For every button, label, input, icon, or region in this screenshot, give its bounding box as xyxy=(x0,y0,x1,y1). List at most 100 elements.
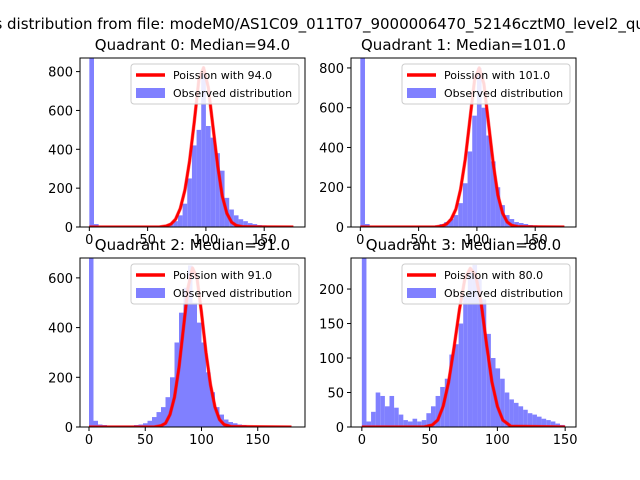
y-tick-label: 200 xyxy=(48,371,73,386)
histogram-bar xyxy=(472,264,478,427)
histogram-bar xyxy=(481,299,487,427)
y-tick-label: 200 xyxy=(319,283,344,298)
x-tick-label: 150 xyxy=(523,233,548,248)
subplot-title: Quadrant 3: Median=80.0 xyxy=(366,236,561,254)
subplot-title: Quadrant 2: Median=91.0 xyxy=(95,236,290,254)
histogram-bar xyxy=(472,115,477,227)
histogram-bar xyxy=(417,421,422,427)
subplot-title: Quadrant 0: Median=94.0 xyxy=(95,36,290,54)
histogram-bar xyxy=(384,406,390,427)
histogram-bar xyxy=(233,215,239,227)
histogram-bar xyxy=(197,322,202,427)
histogram-bar xyxy=(161,407,166,427)
histogram-bar xyxy=(229,209,234,227)
legend-label-poisson: Poission with 91.0 xyxy=(173,269,272,282)
histogram-bar xyxy=(201,71,206,227)
histogram-bar xyxy=(467,271,473,427)
x-tick-label: 0 xyxy=(85,433,93,448)
x-tick-label: 50 xyxy=(137,433,154,448)
histogram-bar xyxy=(183,287,188,427)
subplot-quadrant-2: 0 50 100 150 0 200 400 600 Quadrant 2: Median=91… xyxy=(48,236,306,448)
histogram-bar xyxy=(243,221,248,227)
histogram-bar xyxy=(463,295,468,427)
y-tick-label: 50 xyxy=(327,387,344,402)
histogram-bar xyxy=(89,258,94,427)
axes-frame xyxy=(79,57,306,228)
y-tick-label: 800 xyxy=(319,62,344,77)
histogram-bar xyxy=(467,151,473,227)
histogram-bar xyxy=(360,58,365,227)
x-tick-label: 0 xyxy=(356,233,364,248)
histogram-bar xyxy=(546,420,551,427)
histogram-bar xyxy=(187,178,192,227)
histogram-bar xyxy=(495,368,501,427)
histogram-bar xyxy=(182,203,188,227)
histogram-bar xyxy=(228,422,233,427)
histogram-bar xyxy=(179,312,184,427)
histogram-bar xyxy=(536,416,542,427)
histogram-bar xyxy=(504,392,510,427)
histogram-bar xyxy=(509,219,515,227)
histogram-bar xyxy=(173,221,178,227)
x-tick-label: 100 xyxy=(193,233,218,248)
histogram-bar xyxy=(518,406,524,427)
histogram-bar xyxy=(453,215,459,227)
y-tick-label: 600 xyxy=(319,102,344,117)
histogram-bar xyxy=(210,137,216,227)
y-tick-label: 400 xyxy=(319,141,344,156)
x-tick-label: 100 xyxy=(189,433,214,448)
histogram-bar xyxy=(188,265,193,427)
histogram-bar xyxy=(205,125,211,227)
y-tick-label: 800 xyxy=(48,66,73,81)
histogram-bar xyxy=(495,187,501,227)
histogram-bar xyxy=(201,342,206,427)
histogram-bar xyxy=(454,344,459,427)
histogram-bar xyxy=(224,419,229,427)
histogram-bar xyxy=(486,333,491,427)
y-tick-label: 150 xyxy=(319,318,344,333)
x-tick-label: 100 xyxy=(464,233,489,248)
x-tick-label: 100 xyxy=(485,433,510,448)
legend-label-poisson: Poission with 80.0 xyxy=(444,269,543,282)
legend-box xyxy=(130,63,300,105)
subplot-quadrant-3: 0 50 100 150 0 50 100 150 200 Quadrant 3: Median=… xyxy=(319,236,577,448)
subplot-quadrant-0: 0 50 100 150 0 200 400 600 800 Quadrant 0: Median… xyxy=(48,36,306,248)
histogram-bar xyxy=(380,395,385,427)
histogram-bar xyxy=(394,407,399,427)
histogram-bar xyxy=(541,418,547,427)
histogram-bar xyxy=(430,406,436,427)
histogram-bar xyxy=(412,418,418,427)
y-tick-label: 100 xyxy=(319,352,344,367)
histogram-bar xyxy=(449,354,455,427)
histogram-bar xyxy=(490,161,496,227)
histogram-bar xyxy=(192,302,197,427)
y-tick-label: 200 xyxy=(319,181,344,196)
y-tick-label: 0 xyxy=(65,421,73,436)
legend-bar-swatch xyxy=(136,288,165,298)
histogram-bar xyxy=(462,183,468,227)
histogram-bar xyxy=(523,409,528,427)
histogram-bar xyxy=(421,420,427,427)
histogram-bar xyxy=(444,378,450,427)
histogram-bar xyxy=(398,414,404,427)
histogram-bar xyxy=(509,399,514,427)
y-tick-label: 400 xyxy=(48,143,73,158)
legend-box xyxy=(401,263,571,305)
x-tick-label: 150 xyxy=(252,233,277,248)
histogram-bar xyxy=(375,392,381,427)
axes-frame xyxy=(350,257,577,428)
legend-label-observed: Observed distribution xyxy=(173,87,292,100)
x-tick-label: 0 xyxy=(358,433,366,448)
x-tick-label: 50 xyxy=(139,233,156,248)
subplot-title: Quadrant 1: Median=101.0 xyxy=(361,36,566,54)
y-tick-label: 200 xyxy=(48,182,73,197)
histogram-bar xyxy=(458,323,464,427)
histogram-bar xyxy=(486,135,491,227)
y-tick-label: 400 xyxy=(48,322,73,337)
x-tick-label: 0 xyxy=(85,233,93,248)
subplot-quadrant-1: 0 50 100 150 0 200 400 600 800 Quadrant 1: Median… xyxy=(319,36,577,248)
legend-label-poisson: Poission with 94.0 xyxy=(173,69,272,82)
y-tick-label: 0 xyxy=(65,221,73,236)
histogram-bar xyxy=(215,153,220,227)
